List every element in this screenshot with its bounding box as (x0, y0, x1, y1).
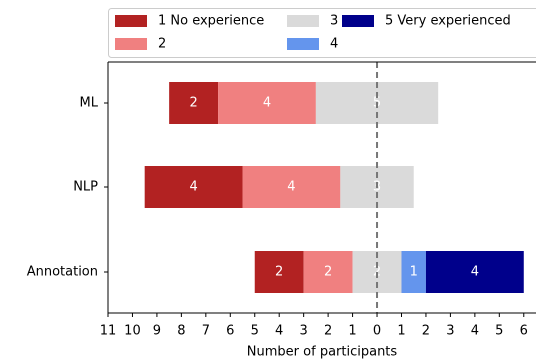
legend-label: 5 Very experienced (385, 14, 511, 29)
x-tick-label: 5 (251, 324, 259, 339)
legend-label: 4 (330, 37, 338, 52)
bar-segment (401, 251, 426, 293)
value-label: 2 (324, 265, 332, 280)
value-label: 2 (189, 96, 197, 111)
legend-label: 2 (158, 37, 166, 52)
bar-segment (242, 166, 341, 208)
legend-label: 1 No experience (158, 14, 264, 29)
legend-swatch (342, 15, 374, 27)
legend-swatch (115, 38, 147, 50)
x-tick-label: 4 (471, 324, 479, 339)
x-tick-label: 8 (177, 324, 185, 339)
bar-segment (425, 251, 524, 293)
x-tick-label: 6 (520, 324, 528, 339)
bar-segment (169, 82, 219, 124)
x-tick-label: 2 (324, 324, 332, 339)
x-tick-label: 4 (275, 324, 283, 339)
x-tick-label: 9 (153, 324, 161, 339)
legend-swatch (115, 15, 147, 27)
x-tick-label: 1 (397, 324, 405, 339)
value-label: 4 (263, 96, 271, 111)
x-tick-label: 5 (495, 324, 503, 339)
bar-segment (144, 166, 243, 208)
legend-swatch (287, 38, 319, 50)
x-tick-label: 6 (226, 324, 234, 339)
x-tick-label: 1 (348, 324, 356, 339)
x-tick-label: 0 (373, 324, 381, 339)
bar-segment (218, 82, 316, 124)
value-label: 1 (410, 265, 418, 280)
x-tick-label: 10 (124, 324, 141, 339)
y-tick-label: Annotation (27, 265, 98, 280)
value-label: 4 (189, 180, 197, 195)
y-tick-label: NLP (73, 180, 98, 195)
x-axis-label: Number of participants (247, 345, 398, 360)
value-label: 4 (287, 180, 295, 195)
value-label: 2 (275, 265, 283, 280)
x-tick-label: 7 (202, 324, 210, 339)
value-label: 4 (471, 265, 479, 280)
legend-swatch (287, 15, 319, 27)
y-tick-label: ML (80, 96, 99, 111)
legend-box (108, 8, 536, 58)
legend-label: 3 (330, 14, 338, 29)
bar-segment (303, 251, 353, 293)
x-tick-label: 11 (100, 324, 117, 339)
x-tick-label: 3 (446, 324, 454, 339)
x-tick-label: 3 (300, 324, 308, 339)
x-tick-label: 2 (422, 324, 430, 339)
bar-segment (254, 251, 304, 293)
